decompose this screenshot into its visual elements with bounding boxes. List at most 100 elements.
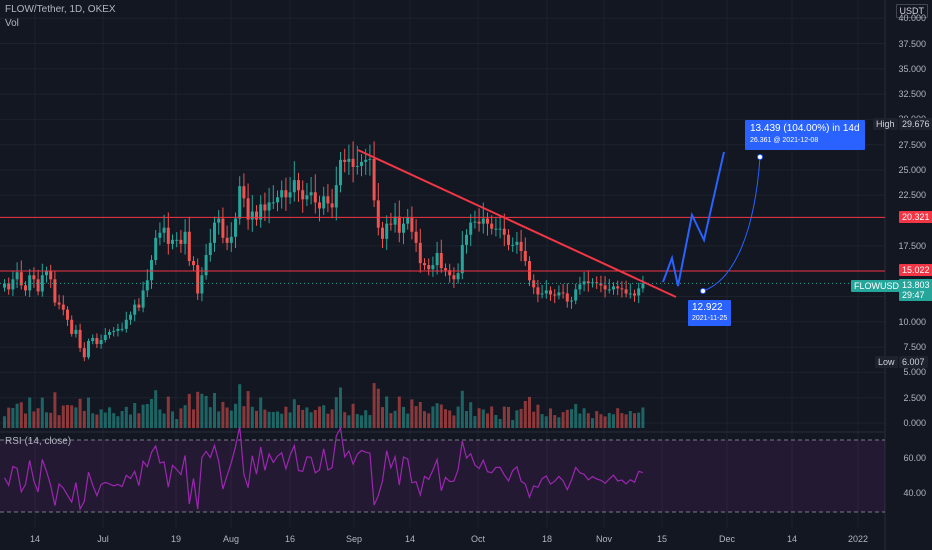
candle-body — [221, 218, 225, 238]
volume-bar — [225, 407, 229, 428]
time-tick: Oct — [470, 534, 486, 544]
candle-body — [217, 218, 221, 223]
candle-body — [355, 165, 359, 167]
volume-bar — [481, 409, 485, 428]
candle-body — [179, 239, 183, 244]
candle-body — [553, 294, 557, 296]
volume-bar — [616, 408, 620, 428]
chart-title[interactable]: FLOW/Tether, 1D, OKEX — [5, 4, 116, 15]
high-value-tag: 29.676 — [899, 118, 932, 130]
volume-bar — [578, 413, 582, 428]
candle-body — [616, 286, 620, 289]
price-tick: 27.500 — [898, 139, 926, 150]
volume-bar — [515, 410, 519, 428]
rsi-line — [3, 426, 644, 511]
volume-bar — [511, 420, 515, 428]
volume-bar — [19, 402, 23, 428]
volume-bar — [40, 397, 44, 428]
rsi-label[interactable]: RSI (14, close) — [5, 436, 72, 447]
volume-bar — [536, 404, 540, 428]
candle-body — [406, 217, 410, 224]
projection-arc — [702, 156, 761, 292]
candle-body — [11, 279, 15, 290]
currency-button[interactable]: USDT — [895, 4, 928, 18]
candle-body — [322, 196, 326, 209]
candle-body — [271, 202, 275, 204]
time-tick: 15 — [656, 534, 668, 544]
target-callout[interactable]: 13.439 (104.00%) in 14d 26.361 @ 2021-12… — [745, 120, 865, 150]
candle-body — [53, 279, 57, 303]
candle-body — [452, 275, 456, 280]
candle-body — [301, 190, 305, 200]
volume-bar — [347, 415, 351, 428]
candle-body — [389, 223, 393, 225]
volume-bar — [204, 396, 208, 428]
volume-bar — [91, 413, 95, 428]
volume-bar — [414, 406, 418, 428]
price-tick: 35.000 — [898, 63, 926, 74]
time-tick: 19 — [170, 534, 182, 544]
volume-bar — [49, 412, 53, 428]
candle-body — [490, 223, 494, 229]
low-label: Low — [875, 356, 898, 368]
candle-body — [435, 252, 439, 266]
candle-body — [49, 271, 53, 280]
candle-body — [393, 216, 397, 225]
volume-bar — [486, 413, 489, 428]
volume-bar — [36, 408, 40, 428]
volume-bar — [364, 410, 368, 428]
candle-body — [536, 287, 540, 295]
volume-bar — [45, 412, 48, 428]
volume-bar — [330, 409, 334, 428]
volume-bar — [305, 407, 309, 428]
volume-bar — [70, 405, 74, 428]
price-tick: 40.000 — [898, 13, 926, 24]
volume-bar — [313, 410, 317, 428]
candle-body — [158, 232, 162, 238]
candle-body — [540, 293, 544, 295]
volume-bar — [141, 404, 145, 428]
volume-bar — [108, 407, 111, 428]
volume-bar — [263, 409, 267, 428]
volume-bar — [15, 403, 19, 428]
candle-body — [456, 273, 460, 280]
candle-body — [267, 202, 271, 211]
candle-body — [477, 221, 481, 224]
volume-bar — [326, 413, 330, 428]
volume-bar — [553, 415, 557, 428]
volume-bar — [196, 391, 200, 428]
candle-body — [120, 328, 124, 330]
candle-body — [225, 237, 229, 243]
candle-body — [641, 283, 645, 289]
drawing-tools[interactable] — [357, 149, 763, 298]
volume-bar — [137, 413, 141, 428]
volume-bar — [11, 408, 15, 428]
candle-body — [603, 285, 607, 290]
resistance-tag: 20.321 — [899, 211, 932, 223]
volume-bar — [523, 401, 527, 428]
volume-bar — [322, 405, 326, 428]
candle-body — [318, 202, 321, 209]
volume-bar — [565, 409, 569, 428]
candle-body — [40, 275, 44, 292]
volume-bar — [494, 415, 498, 428]
volume-bar — [595, 411, 599, 428]
candle-body — [414, 231, 418, 243]
volume-bar — [284, 406, 288, 428]
volume-bar — [423, 411, 426, 428]
volume-bar — [557, 417, 561, 428]
price-levels — [0, 216, 885, 284]
candle-body — [385, 223, 389, 239]
candle-body — [200, 275, 204, 294]
volume-bar — [469, 402, 473, 428]
volume-bar — [448, 410, 452, 428]
volume-bar — [116, 416, 120, 428]
volume-bar — [66, 405, 69, 428]
volume-bar — [397, 396, 401, 428]
volume-bar — [187, 393, 191, 428]
volume-bar — [637, 412, 641, 428]
candle-body — [280, 190, 284, 198]
volume-label[interactable]: Vol — [5, 18, 19, 29]
start-callout[interactable]: 12.922 2021-11-25 — [688, 300, 732, 326]
